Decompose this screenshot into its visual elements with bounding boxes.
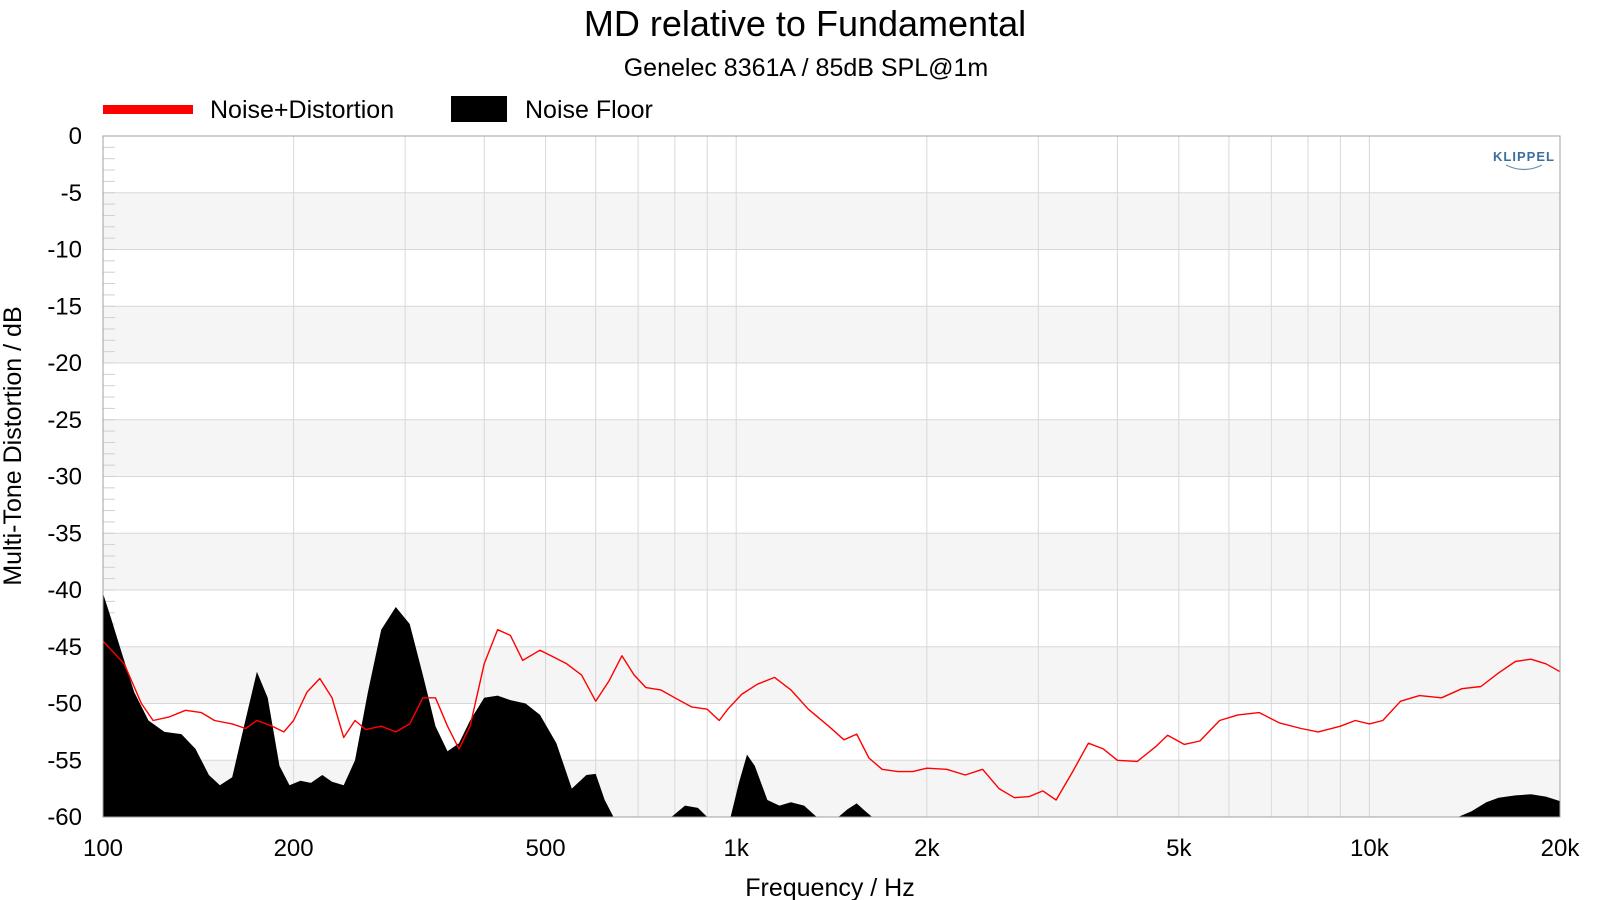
x-tick-label: 500 <box>526 835 566 862</box>
legend-label-noise-distortion: Noise+Distortion <box>210 96 394 124</box>
x-tick-label: 10k <box>1350 835 1390 862</box>
series-noise-distortion-line <box>102 629 1561 801</box>
y-tick-label: -55 <box>47 747 82 774</box>
chart-subtitle: Genelec 8361A / 85dB SPL@1m <box>624 54 989 82</box>
series-noise-floor-area <box>103 593 1560 817</box>
x-tick-label: 20k <box>1541 835 1581 862</box>
grid-band <box>103 306 1560 363</box>
plot-frame <box>102 135 1561 818</box>
y-tick-label: -25 <box>47 407 82 434</box>
grid-band <box>103 192 1560 250</box>
x-tick-label: 200 <box>274 835 314 862</box>
y-tick-label: -45 <box>47 634 82 661</box>
y-tick-label: -35 <box>47 520 82 547</box>
y-tick-label: -40 <box>47 577 82 604</box>
grid-band <box>103 533 1560 590</box>
grid-band <box>103 419 1560 477</box>
series-layer <box>102 593 1561 817</box>
legend-swatch-noise-floor <box>451 96 507 122</box>
y-tick-label: 0 <box>69 123 82 150</box>
x-tick-label: 100 <box>83 835 123 862</box>
klippel-logo: KLIPPEL <box>1493 149 1555 171</box>
y-tick-label: -50 <box>47 691 82 718</box>
x-axis-label: Frequency / Hz <box>745 874 915 900</box>
x-tick-label: 5k <box>1166 835 1192 862</box>
legend-swatch-noise-distortion <box>103 105 193 114</box>
x-tick-label: 1k <box>724 835 750 862</box>
x-axis-ticks: 100 200 500 1k 2k 5k 10k 20k <box>83 835 1580 862</box>
y-tick-label: -60 <box>47 804 82 831</box>
y-tick-label: -20 <box>47 350 82 377</box>
chart-title: MD relative to Fundamental <box>584 3 1026 44</box>
y-tick-label: -5 <box>61 180 82 207</box>
y-tick-label: -30 <box>47 464 82 491</box>
legend-label-noise-floor: Noise Floor <box>525 96 653 124</box>
y-tick-label: -15 <box>47 293 82 320</box>
grid-band <box>103 646 1560 704</box>
y-axis-ticks: 0 -5 -10 -15 -20 -25 -30 -35 -40 -45 -50 -55 -60 <box>47 123 82 831</box>
legend: Noise+Distortion Noise Floor <box>103 96 653 124</box>
x-tick-label: 2k <box>914 835 940 862</box>
y-axis-label: Multi-Tone Distortion / dB <box>0 306 27 585</box>
svg-text:KLIPPEL: KLIPPEL <box>1493 149 1555 164</box>
y-tick-label: -10 <box>47 237 82 264</box>
